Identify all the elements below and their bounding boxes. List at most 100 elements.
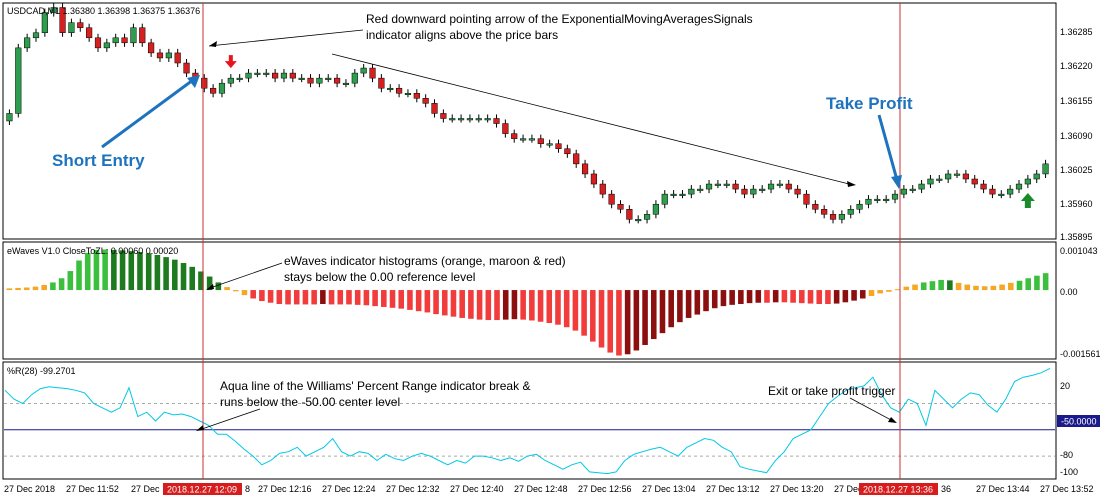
ewaves-bar bbox=[807, 290, 814, 304]
candle-body bbox=[617, 203, 624, 210]
ewaves-bar bbox=[720, 290, 727, 307]
ewaves-bar bbox=[929, 281, 936, 291]
ewaves-bar bbox=[746, 290, 753, 304]
candle-body bbox=[484, 118, 491, 121]
candle-body bbox=[32, 32, 40, 39]
candle-body bbox=[502, 123, 509, 134]
ewaves-panel-header: eWaves V1.0 CloseToZL: 0.00060 0.00020 bbox=[7, 246, 178, 256]
ewaves-bar bbox=[772, 290, 779, 303]
wpr-pointer-arrowhead bbox=[196, 425, 204, 431]
ewaves-bar bbox=[67, 271, 74, 291]
ewaves-bar bbox=[842, 290, 849, 303]
candle-body bbox=[272, 72, 279, 79]
x-tick: 27 Dec 13:52 bbox=[1040, 484, 1094, 494]
ewaves-bar bbox=[833, 290, 840, 304]
candle-body bbox=[431, 103, 438, 114]
ewaves-bar bbox=[546, 290, 553, 324]
ewaves-histogram bbox=[6, 249, 1049, 356]
x-tick: 27 Dec bbox=[834, 484, 863, 494]
arrow-annotation-line1: Red downward pointing arrow of the Expon… bbox=[366, 12, 753, 26]
ewaves-bar bbox=[529, 290, 535, 321]
candle-body bbox=[493, 118, 500, 124]
candle-body bbox=[750, 188, 757, 195]
candle-body bbox=[1042, 163, 1049, 175]
candle-body bbox=[581, 163, 589, 175]
ewaves-bar bbox=[799, 290, 805, 304]
y-tick: 0.00 bbox=[1060, 287, 1078, 297]
candle-body bbox=[564, 148, 571, 155]
ewaves-bar bbox=[267, 290, 274, 303]
y-tick: 20 bbox=[1060, 381, 1070, 391]
ewaves-bar bbox=[206, 276, 213, 291]
ewaves-bar bbox=[903, 286, 910, 291]
candle-body bbox=[369, 67, 376, 79]
candle-body bbox=[909, 188, 916, 191]
candle-body bbox=[874, 198, 881, 201]
candle-body bbox=[334, 77, 341, 84]
ewaves-bar bbox=[84, 252, 91, 291]
candle-body bbox=[413, 93, 420, 99]
candle-body bbox=[59, 7, 66, 33]
entry-time-label: 2018.12.27 12:09 bbox=[167, 485, 237, 495]
candle-body bbox=[980, 183, 987, 190]
x-tick: 36 bbox=[941, 484, 951, 494]
candle-body bbox=[856, 203, 863, 210]
take-profit-arrowhead bbox=[891, 175, 902, 189]
ewaves-bar bbox=[93, 249, 100, 291]
candle-body bbox=[599, 183, 606, 195]
candle-body bbox=[94, 37, 102, 49]
ewaves-bar bbox=[154, 254, 161, 291]
candle-body bbox=[803, 193, 810, 205]
candle-body bbox=[998, 193, 1005, 196]
short-entry-label: Short Entry bbox=[52, 151, 145, 170]
candle-body bbox=[643, 214, 651, 220]
ewaves-pointer-arrowhead bbox=[206, 284, 214, 290]
candle-body bbox=[741, 188, 748, 195]
candle-body bbox=[776, 183, 783, 186]
ewaves-bar bbox=[616, 290, 622, 356]
candle-body bbox=[971, 178, 978, 185]
annotation-layer: Red downward pointing arrow of the Expon… bbox=[52, 12, 913, 431]
candle-body bbox=[227, 77, 234, 84]
wpr-panel[interactable] bbox=[2, 361, 1057, 480]
ewaves-bar bbox=[703, 290, 709, 312]
candle-body bbox=[936, 178, 943, 181]
candle-body bbox=[785, 183, 792, 190]
ewaves-bar bbox=[15, 287, 21, 291]
candle-body bbox=[201, 77, 208, 89]
ewaves-bar bbox=[23, 287, 30, 291]
candle-body bbox=[15, 47, 22, 114]
candle-body bbox=[714, 183, 721, 186]
ewaves-bar bbox=[354, 290, 361, 305]
ewaves-bar bbox=[389, 290, 396, 308]
exit-pointer-line bbox=[849, 397, 894, 422]
take-profit-label: Take Profit bbox=[826, 94, 913, 113]
candle-body bbox=[1024, 178, 1031, 185]
candle-body bbox=[608, 193, 615, 205]
ewaves-bar bbox=[590, 290, 596, 342]
ewaves-bar bbox=[128, 251, 135, 291]
trend-arrowhead bbox=[847, 181, 856, 187]
ewaves-bar bbox=[363, 290, 370, 306]
ewaves-bar bbox=[372, 290, 378, 307]
ewaves-bar bbox=[102, 249, 108, 291]
candle-body bbox=[307, 77, 314, 84]
ewaves-bar bbox=[738, 290, 744, 304]
x-tick: 27 Dec 13:12 bbox=[706, 484, 760, 494]
ewaves-bar bbox=[424, 290, 431, 313]
candle-body bbox=[50, 7, 57, 13]
ewaves-bar bbox=[825, 290, 831, 304]
candle-body bbox=[139, 27, 146, 44]
arrow-annotation-line2: indicator aligns above the price bars bbox=[366, 28, 558, 42]
candle-body bbox=[989, 188, 996, 195]
ewaves-bar bbox=[485, 290, 492, 321]
candle-body bbox=[404, 93, 412, 96]
ewaves-bar bbox=[32, 286, 39, 291]
ewaves-bar bbox=[781, 290, 788, 303]
candle-body bbox=[555, 143, 562, 149]
candle-body bbox=[121, 37, 128, 44]
ewaves-bar bbox=[415, 290, 422, 312]
candle-body bbox=[865, 198, 872, 205]
ewaves-bar bbox=[886, 290, 892, 292]
